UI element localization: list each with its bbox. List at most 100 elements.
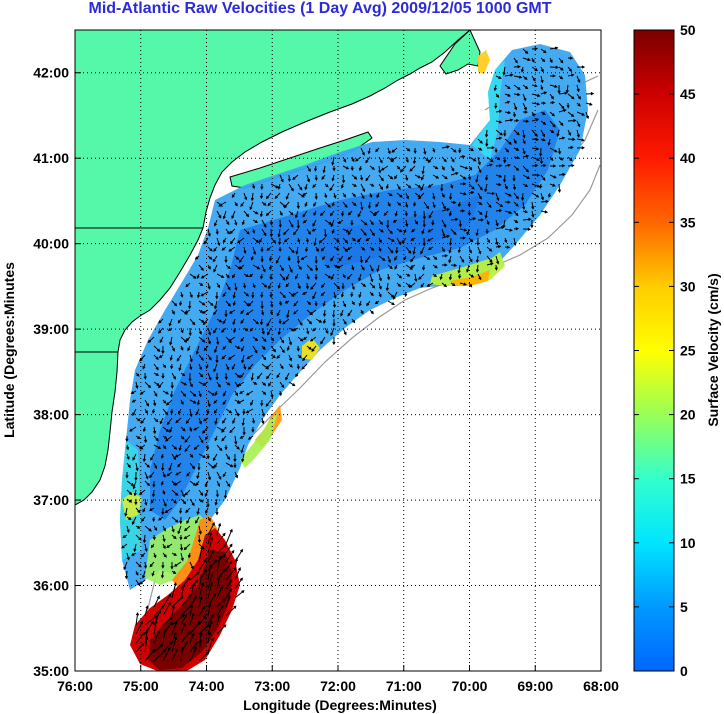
- x-tick-label: 72:00: [320, 678, 356, 694]
- velocity-vector: [171, 525, 175, 533]
- velocity-vector: [195, 516, 200, 524]
- velocity-vector: [346, 246, 353, 251]
- velocity-vector: [386, 219, 390, 229]
- velocity-vector: [304, 183, 308, 191]
- velocity-vector: [129, 426, 137, 432]
- velocity-vector: [314, 192, 318, 200]
- velocity-vector: [261, 354, 267, 361]
- velocity-vector: [504, 210, 513, 214]
- velocity-vector: [170, 363, 174, 370]
- velocity-vector: [567, 163, 575, 168]
- velocity-vector: [277, 183, 281, 190]
- velocity-vector: [427, 228, 434, 233]
- velocity-vector: [495, 192, 500, 202]
- velocity-vector: [394, 210, 398, 217]
- velocity-vector: [162, 390, 170, 395]
- coverage-edge-cyan: [472, 60, 505, 160]
- velocity-vector: [241, 453, 245, 463]
- velocity-vector: [241, 354, 245, 364]
- velocity-vector: [495, 75, 502, 79]
- velocity-vector: [403, 228, 407, 234]
- velocity-vector: [340, 210, 345, 217]
- velocity-vector: [180, 576, 191, 590]
- velocity-vector: [369, 165, 375, 170]
- velocity-vector: [171, 498, 177, 504]
- velocity-vector: [147, 336, 155, 343]
- velocity-vector: [260, 399, 264, 407]
- velocity-vector: [198, 300, 206, 306]
- velocity-vector: [213, 363, 218, 373]
- velocity-vector: [123, 561, 128, 571]
- velocity-vector: [193, 426, 200, 431]
- velocity-vector: [306, 174, 311, 183]
- velocity-vector: [189, 354, 193, 363]
- velocity-vector: [365, 174, 371, 182]
- velocity-vector: [229, 228, 236, 234]
- velocity-vector: [503, 129, 507, 137]
- velocity-vector: [207, 614, 214, 626]
- velocity-vector: [198, 558, 207, 572]
- colorbar-tick-label: 10: [680, 535, 696, 551]
- velocity-vector: [185, 417, 191, 425]
- y-tick-label: 38:00: [33, 407, 69, 423]
- velocity-vector: [448, 192, 453, 201]
- velocity-vector: [504, 118, 514, 122]
- velocity-vector: [350, 291, 354, 298]
- velocity-vector: [549, 120, 556, 128]
- velocity-vector: [252, 318, 259, 325]
- velocity-vector: [234, 567, 241, 581]
- velocity-vector: [288, 336, 293, 346]
- velocity-vector: [179, 300, 183, 307]
- velocity-vector: [171, 552, 178, 556]
- velocity-vector: [300, 255, 308, 260]
- velocity-vector: [413, 201, 417, 207]
- velocity-vector: [187, 552, 191, 559]
- velocity-vector: [458, 273, 462, 280]
- velocity-vector: [243, 291, 250, 297]
- velocity-vector: [225, 228, 230, 235]
- velocity-vector: [130, 390, 137, 394]
- velocity-vector: [224, 445, 228, 451]
- velocity-vector: [189, 390, 197, 397]
- velocity-vector: [202, 381, 209, 386]
- velocity-vector: [576, 75, 581, 84]
- velocity-vector: [360, 246, 366, 251]
- velocity-vector: [504, 200, 511, 204]
- velocity-vector: [189, 363, 193, 371]
- velocity-vector: [313, 201, 317, 207]
- velocity-vector: [557, 183, 562, 193]
- velocity-vector: [135, 611, 140, 626]
- velocity-vector: [266, 372, 272, 380]
- velocity-vector: [188, 300, 192, 310]
- velocity-vector: [207, 462, 215, 469]
- velocity-vector: [351, 300, 355, 306]
- velocity-vector: [414, 183, 422, 188]
- velocity-vector: [531, 201, 535, 210]
- velocity-vector: [340, 291, 344, 298]
- velocity-vector: [369, 264, 374, 272]
- velocity-vector: [323, 228, 328, 238]
- velocity-vector: [558, 164, 566, 168]
- velocity-vector: [296, 255, 300, 265]
- velocity-vector: [458, 219, 462, 228]
- velocity-vector: [351, 282, 355, 291]
- velocity-vector: [198, 615, 207, 626]
- velocity-vector: [177, 318, 182, 324]
- velocity-vector: [245, 408, 254, 414]
- velocity-vector: [216, 624, 227, 635]
- velocity-vector: [576, 146, 585, 150]
- velocity-vector: [387, 228, 393, 235]
- velocity-vector: [240, 318, 245, 324]
- velocity-vector: [459, 165, 469, 170]
- velocity-vector: [321, 255, 326, 261]
- velocity-vector: [162, 444, 167, 450]
- velocity-vector: [450, 165, 455, 172]
- velocity-vector: [213, 219, 218, 227]
- velocity-vector: [197, 534, 202, 544]
- velocity-vector: [189, 318, 196, 326]
- velocity-vector: [312, 327, 317, 332]
- velocity-vector: [486, 201, 492, 209]
- velocity-vector: [493, 84, 497, 92]
- velocity-vector: [486, 146, 495, 150]
- velocity-vector: [367, 201, 372, 210]
